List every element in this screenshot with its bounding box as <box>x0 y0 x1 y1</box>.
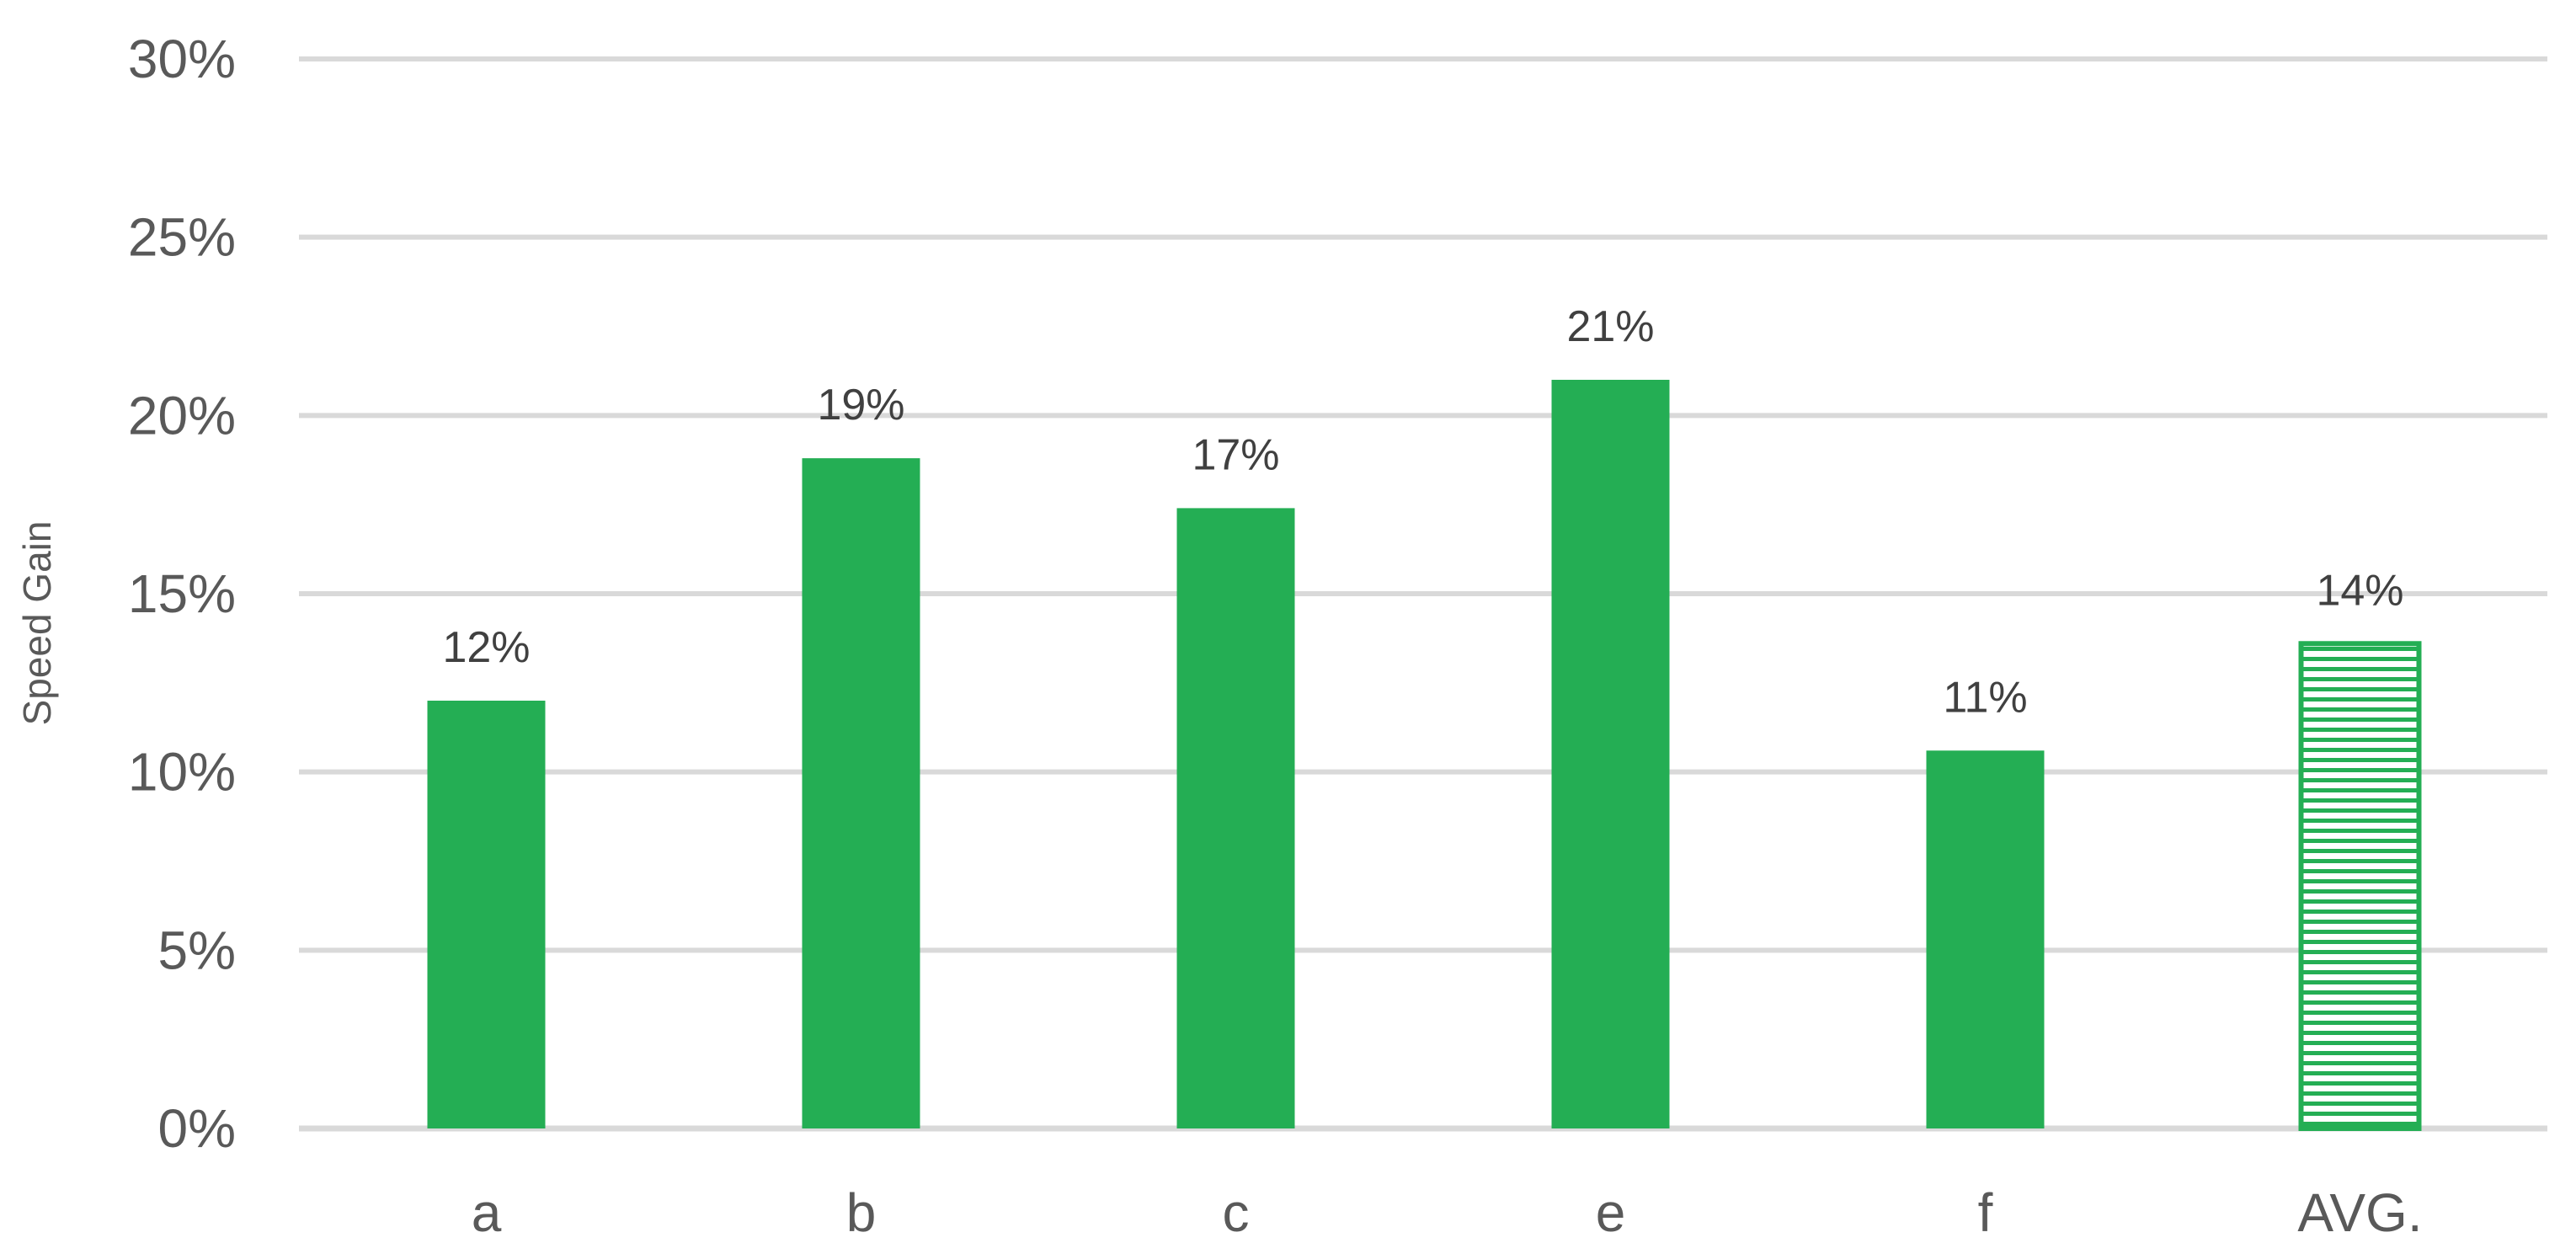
y-tick-label: 25% <box>128 207 236 268</box>
y-tick-label: 15% <box>128 563 236 624</box>
data-label: 19% <box>817 381 904 429</box>
bar-b <box>802 458 920 1128</box>
x-tick-label: c <box>1223 1182 1250 1243</box>
data-label: 12% <box>442 623 530 672</box>
y-tick-label: 30% <box>128 29 236 89</box>
bar-avg <box>2298 641 2422 1131</box>
x-tick-label: f <box>1978 1182 1993 1243</box>
gridlines <box>299 56 2547 1132</box>
bar-f <box>1926 750 2045 1128</box>
y-tick-label: 10% <box>128 742 236 803</box>
y-tick-label: 20% <box>128 385 236 445</box>
data-label: 21% <box>1566 302 1654 351</box>
y-axis-title: Speed Gain <box>15 521 59 726</box>
bar-c <box>1176 508 1295 1128</box>
x-tick-label: e <box>1596 1182 1626 1243</box>
x-tick-label: AVG. <box>2297 1182 2422 1243</box>
x-tick-label: b <box>846 1182 877 1243</box>
labels: 0% 5% 10% 15% 20% 25% 30% 12% a 19% b 17% c 21% e 11% f 1… <box>128 29 2423 1243</box>
bars <box>427 380 2422 1131</box>
bar-a <box>427 701 546 1128</box>
y-tick-label: 0% <box>158 1098 237 1159</box>
data-label: 17% <box>1192 430 1279 479</box>
y-tick-label: 5% <box>158 920 237 980</box>
x-tick-label: a <box>472 1182 502 1243</box>
data-label: 11% <box>1943 673 2027 722</box>
data-label: 14% <box>2316 566 2403 615</box>
bar-e <box>1551 380 1670 1128</box>
